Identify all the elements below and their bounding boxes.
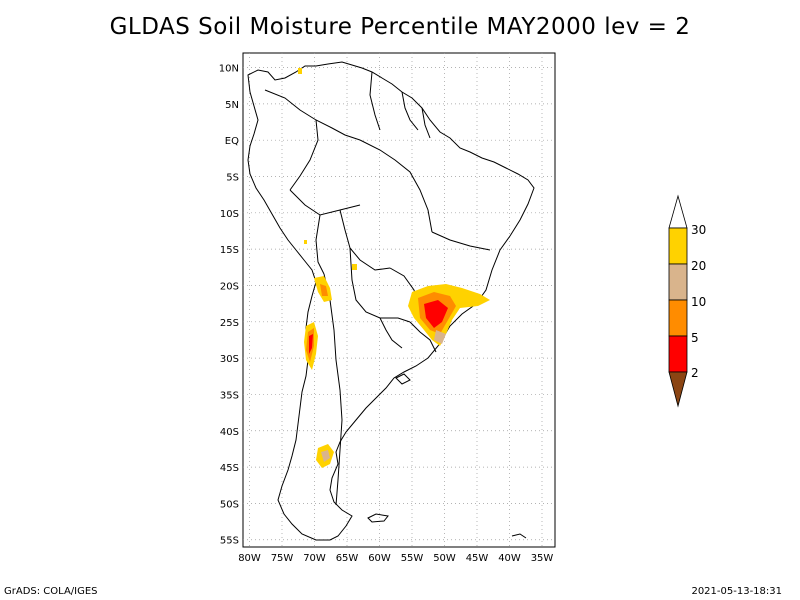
longitude-tick-label: 75W — [271, 553, 294, 564]
map-title: GLDAS Soil Moisture Percentile MAY2000 l… — [109, 14, 691, 40]
latitude-tick-label: 10S — [220, 209, 239, 220]
latitude-tick-label: 10N — [219, 64, 239, 75]
percentile-shading — [298, 68, 490, 468]
colorbar-label: 20 — [691, 259, 706, 273]
colorbar-box-5-10 — [668, 299, 688, 337]
colorbar-box-2-5 — [668, 335, 688, 373]
latitude-tick-label: 50S — [220, 499, 239, 510]
longitude-tick-label: 65W — [336, 553, 359, 564]
footer-credit: GrADS: COLA/IGES — [4, 586, 98, 597]
colorbar-label: 10 — [691, 295, 706, 309]
latitude-labels: 10N 5N EQ 5S 10S 15S 20S 25S 30S 35S 40S 45S 50S 55S — [219, 64, 239, 547]
colorbar-label: 30 — [691, 223, 706, 237]
longitude-tick-label: 45W — [466, 553, 489, 564]
longitude-tick-label: 40W — [498, 553, 521, 564]
latitude-tick-label: EQ — [225, 136, 239, 147]
longitude-tick-label: 35W — [531, 553, 554, 564]
latitude-tick-label: 5S — [226, 173, 239, 184]
graticule — [243, 53, 555, 547]
latitude-tick-label: 5N — [225, 100, 239, 111]
longitude-tick-label: 50W — [433, 553, 456, 564]
colorbar-box-20-30 — [668, 227, 688, 265]
colorbar-label: 5 — [691, 331, 699, 345]
colorbar-box-10-20 — [668, 263, 688, 301]
longitude-tick-label: 80W — [238, 553, 261, 564]
colorbar-bottom-triangle — [668, 371, 688, 408]
footer-timestamp: 2021-05-13-18:31 — [691, 586, 782, 597]
latitude-tick-label: 15S — [220, 245, 239, 256]
longitude-labels: 80W 75W 70W 65W 60W 55W 50W 45W 40W 35W — [238, 553, 553, 564]
latitude-tick-label: 20S — [220, 281, 239, 292]
latitude-tick-label: 30S — [220, 354, 239, 365]
longitude-tick-label: 60W — [368, 553, 391, 564]
latitude-tick-label: 45S — [220, 463, 239, 474]
colorbar: 30 20 10 5 2 — [668, 194, 706, 408]
coastline — [247, 61, 535, 541]
latitude-tick-label: 55S — [220, 536, 239, 547]
colorbar-label: 2 — [691, 366, 699, 380]
map-frame — [242, 52, 556, 548]
latitude-tick-label: 25S — [220, 318, 239, 329]
longitude-tick-label: 55W — [401, 553, 424, 564]
longitude-tick-label: 70W — [303, 553, 326, 564]
colorbar-top-triangle — [668, 194, 688, 229]
latitude-tick-label: 40S — [220, 427, 239, 438]
latitude-tick-label: 35S — [220, 390, 239, 401]
